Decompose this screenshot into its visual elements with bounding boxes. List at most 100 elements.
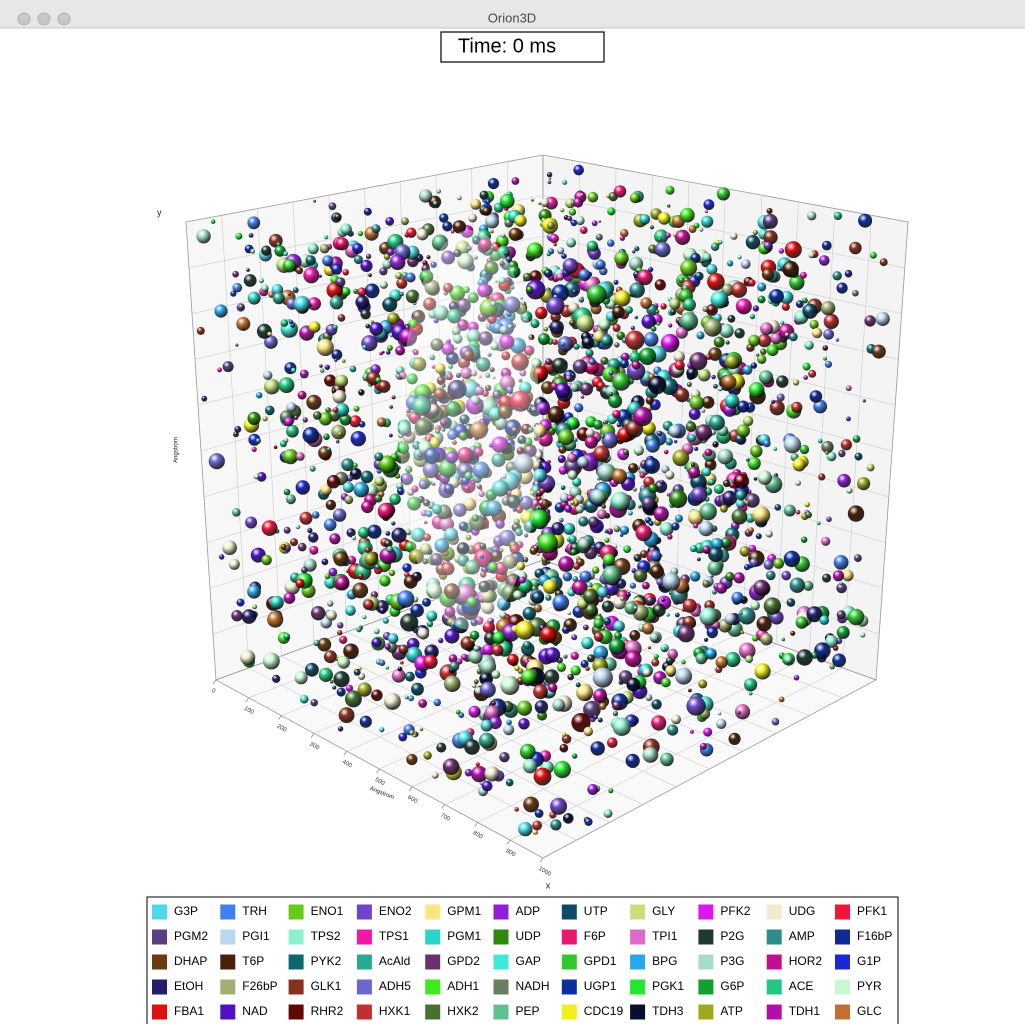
legend-swatch (220, 980, 235, 995)
sphere (526, 286, 534, 294)
legend-swatch (835, 905, 850, 920)
sphere (650, 565, 664, 579)
sphere (818, 473, 825, 480)
legend-swatch (357, 980, 372, 995)
sphere (808, 252, 814, 258)
sphere (697, 331, 705, 339)
sphere (313, 640, 319, 646)
sphere (550, 819, 561, 830)
sphere (625, 306, 633, 314)
sphere (337, 630, 342, 635)
sphere (637, 270, 653, 286)
legend-swatch (698, 980, 713, 995)
sphere (449, 661, 459, 671)
sphere (311, 699, 318, 706)
sphere (651, 715, 666, 730)
sphere (769, 289, 784, 304)
sphere (593, 668, 613, 688)
sphere (379, 352, 383, 356)
x-axis-label: x (546, 880, 551, 890)
sphere (566, 238, 576, 248)
sphere (336, 440, 340, 444)
sphere (329, 202, 337, 210)
sphere (382, 297, 397, 312)
sphere (748, 279, 755, 286)
sphere (805, 511, 812, 518)
sphere (609, 392, 613, 396)
sphere (837, 283, 848, 294)
sphere (642, 622, 654, 634)
sphere (612, 372, 630, 390)
sphere (688, 420, 692, 424)
sphere (549, 177, 552, 180)
sphere (322, 255, 333, 266)
sphere (401, 217, 409, 225)
sphere (214, 304, 227, 317)
minimize-button[interactable] (38, 13, 50, 25)
sphere (675, 515, 683, 523)
sphere (503, 724, 514, 735)
sphere (767, 344, 779, 356)
sphere (784, 505, 796, 517)
sphere (567, 216, 572, 221)
sphere (620, 359, 629, 368)
sphere (408, 695, 414, 701)
sphere (648, 484, 658, 494)
close-button[interactable] (18, 13, 30, 25)
sphere (686, 696, 705, 715)
sphere (734, 328, 744, 338)
sphere (675, 668, 692, 685)
sphere (559, 518, 563, 522)
sphere (480, 682, 496, 698)
sphere (579, 269, 591, 281)
legend-swatch (289, 930, 304, 945)
sphere (409, 730, 414, 735)
sphere (300, 512, 313, 525)
sphere (527, 242, 543, 258)
sphere (262, 416, 267, 421)
sphere (836, 338, 839, 341)
sphere (863, 399, 866, 402)
sphere (219, 554, 224, 559)
sphere (841, 439, 852, 450)
sphere (666, 613, 670, 617)
sphere (476, 762, 480, 766)
sphere (330, 680, 334, 684)
legend: G3PTRHENO1ENO2GPM1ADPUTPGLYPFK2UDGPFK1PG… (147, 897, 898, 1024)
sphere (725, 652, 740, 667)
legend-swatch (494, 955, 509, 970)
sphere (607, 207, 615, 215)
sphere (294, 296, 311, 313)
sphere (620, 534, 623, 537)
sphere (281, 319, 289, 327)
sphere (532, 591, 545, 604)
legend-label: TRH (242, 904, 267, 918)
sphere (248, 292, 261, 305)
sphere (727, 260, 733, 266)
sphere (391, 528, 406, 543)
zoom-button[interactable] (58, 13, 70, 25)
sphere (566, 375, 571, 380)
sphere (562, 732, 566, 736)
sphere (823, 345, 829, 351)
sphere (296, 480, 310, 494)
sphere (362, 345, 367, 350)
light-glow (400, 230, 540, 630)
sphere (284, 489, 291, 496)
sphere (535, 307, 547, 319)
sphere (796, 510, 801, 515)
sphere (787, 598, 796, 607)
sphere (593, 420, 603, 430)
sphere (571, 634, 577, 640)
sphere (374, 452, 383, 461)
sphere (249, 233, 254, 238)
sphere (301, 567, 308, 574)
sphere (432, 772, 439, 779)
sphere (790, 578, 805, 593)
legend-swatch (152, 980, 167, 995)
legend-swatch (425, 955, 440, 970)
sphere (365, 547, 371, 553)
legend-swatch (630, 905, 645, 920)
sphere (364, 208, 372, 216)
legend-label: G1P (857, 954, 881, 968)
